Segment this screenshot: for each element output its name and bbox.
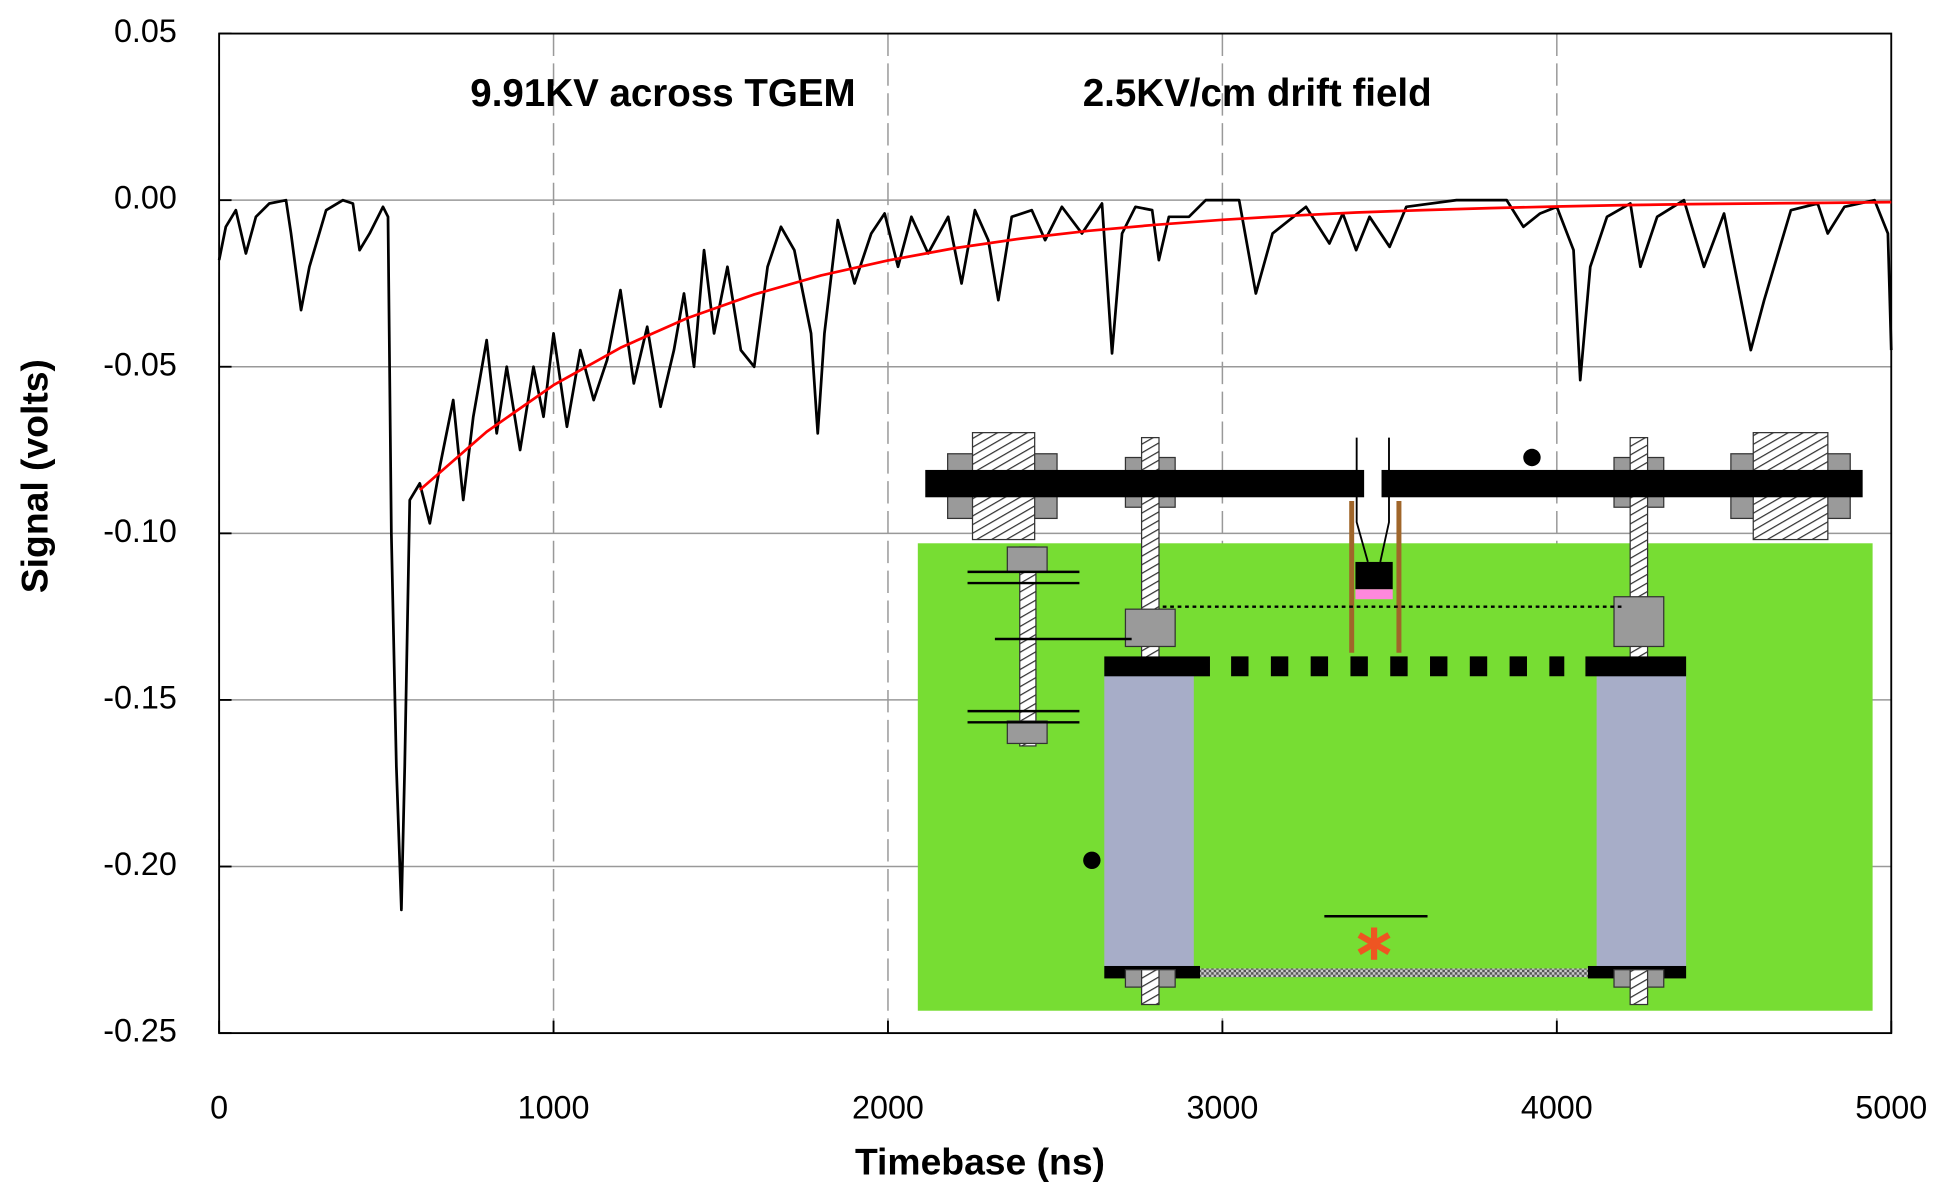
y-tick-label: -0.05	[103, 346, 177, 382]
top-plate	[1381, 469, 1863, 498]
sensor	[1355, 561, 1393, 590]
sensor-window	[1355, 589, 1393, 600]
spacer	[1104, 671, 1194, 970]
x-tick-label: 3000	[1186, 1090, 1258, 1126]
gas-volume	[917, 543, 1873, 1011]
dot	[1083, 851, 1101, 870]
top-plate	[925, 469, 1365, 498]
detector-diagram	[917, 432, 1873, 1011]
y-tick-label: 0.00	[114, 180, 177, 216]
x-tick-label: 4000	[1521, 1090, 1593, 1126]
cathode-mesh	[1200, 968, 1588, 978]
plot-frame	[218, 32, 1893, 1035]
tgem	[1585, 656, 1687, 677]
spacer	[1596, 671, 1687, 970]
flanges	[967, 570, 1132, 724]
bolt	[1019, 546, 1037, 747]
y-tick-label: -0.20	[103, 846, 177, 882]
line-series	[217, 198, 1893, 912]
x-axis-label: Timebase (ns)	[855, 1141, 1105, 1183]
nut	[1006, 546, 1048, 573]
x-tick-label: 2000	[852, 1090, 924, 1126]
nut	[1124, 608, 1176, 648]
x-tick-label: 1000	[518, 1090, 590, 1126]
wire	[1355, 437, 1369, 563]
annotation: 2.5KV/cm drift field	[1083, 72, 1432, 115]
y-tick-label: -0.15	[103, 679, 177, 715]
y-axis-label: Signal (volts)	[13, 359, 55, 593]
source-star	[1357, 927, 1391, 960]
bolt	[1140, 969, 1160, 1006]
wire	[1379, 437, 1390, 563]
annotation: 9.91KV across TGEM	[470, 72, 855, 115]
dot	[1523, 448, 1541, 467]
x-tick-label: 0	[210, 1090, 228, 1126]
bolt	[1629, 969, 1649, 1006]
y-tick-label: -0.25	[103, 1013, 177, 1049]
y-tick-label: 0.05	[114, 13, 177, 49]
y-tick-label: -0.10	[103, 513, 177, 549]
tgem	[1104, 656, 1210, 677]
line-series	[418, 200, 1892, 492]
x-tick-label: 5000	[1855, 1090, 1927, 1126]
nut	[1006, 720, 1048, 745]
nut	[1613, 596, 1665, 648]
